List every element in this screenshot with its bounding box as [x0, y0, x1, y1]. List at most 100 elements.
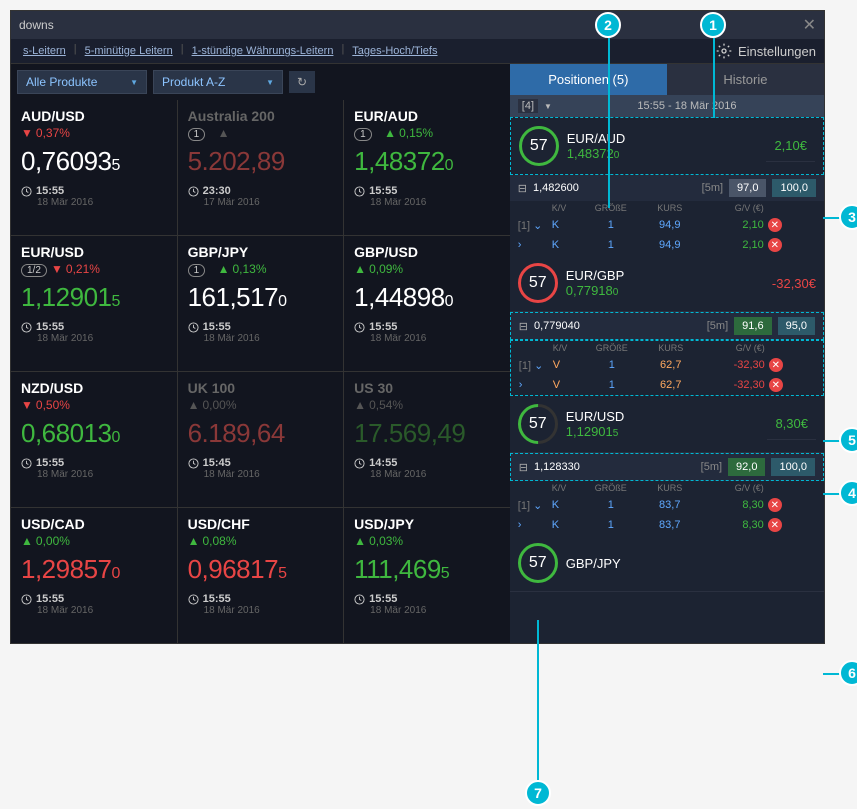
trade-row[interactable]: [1] ⌄ V 1 62,7 -32,30 ✕ — [511, 355, 823, 375]
annotation-marker: 7 — [525, 780, 551, 806]
tab-link[interactable]: 5-minütige Leitern — [81, 43, 177, 59]
right-tabs: Positionen (5) Historie — [510, 64, 824, 95]
position-header[interactable]: 57 EUR/GBP 0,779180 -32,30€ — [510, 255, 824, 312]
position-name: EUR/AUD — [567, 131, 759, 146]
annotation-marker: 1 — [700, 12, 726, 38]
ladder-row: ⊟ 1,482600 [5m] 97,0 100,0 — [510, 175, 824, 201]
ladder-price: 1,128330 — [534, 461, 695, 473]
tile-date: 18 Mär 2016 — [370, 469, 500, 480]
trade-row[interactable]: › K 1 94,9 2,10 ✕ — [510, 235, 824, 255]
chevron-down-icon[interactable]: ▼ — [544, 102, 552, 111]
tile-name: AUD/USD — [21, 108, 167, 124]
tile-badge: 1 — [188, 264, 206, 277]
tile-badge: 1/2 — [21, 264, 47, 277]
product-tile[interactable]: Australia 200 1 5.202,89 23:30 17 Mär 20… — [178, 100, 344, 235]
tab-link[interactable]: s-Leitern — [19, 43, 70, 59]
tile-name: UK 100 — [188, 380, 334, 396]
tile-price: 17.569,49 — [354, 418, 500, 449]
tile-price: 0,968175 — [188, 554, 334, 585]
date-header: [4] ▼ 15:55 - 18 Mär 2016 — [510, 95, 824, 117]
settings-button[interactable]: Einstellungen — [716, 43, 816, 59]
trade-row[interactable]: [1] ⌄ K 1 94,9 2,10 ✕ — [510, 215, 824, 235]
clock-icon — [188, 458, 199, 469]
tile-name: EUR/AUD — [354, 108, 500, 124]
tile-change: 0,00% — [188, 398, 334, 412]
delete-icon[interactable]: ✕ — [769, 358, 783, 372]
ladder-btn-2[interactable]: 100,0 — [772, 179, 816, 197]
position-price: 1,129015 — [566, 424, 760, 439]
product-tile[interactable]: EUR/AUD 1 0,15% 1,483720 15:55 18 Mär 20… — [344, 100, 510, 235]
tile-time: 15:55 — [354, 321, 500, 333]
delete-icon[interactable]: ✕ — [768, 518, 782, 532]
product-tile[interactable]: USD/CHF 0,08% 0,968175 15:55 18 Mär 2016 — [178, 508, 344, 643]
sort-dropdown[interactable]: Produkt A-Z▼ — [153, 70, 283, 94]
tab-history[interactable]: Historie — [667, 64, 824, 95]
position-header[interactable]: 57 EUR/USD 1,129015 8,30€ — [510, 396, 824, 453]
tile-date: 18 Mär 2016 — [37, 605, 167, 616]
position-pnl: 8,30€ — [767, 408, 816, 440]
product-tile[interactable]: GBP/JPY 1 0,13% 161,5170 15:55 18 Mär 20… — [178, 236, 344, 371]
window-title: downs — [19, 18, 54, 32]
trade-row[interactable]: › K 1 83,7 8,30 ✕ — [510, 515, 824, 535]
products-dropdown[interactable]: Alle Produkte▼ — [17, 70, 147, 94]
annotation-marker: 4 — [839, 480, 857, 506]
tab-link[interactable]: Tages-Hoch/Tiefs — [348, 43, 441, 59]
product-tile[interactable]: GBP/USD 0,09% 1,448980 15:55 18 Mär 2016 — [344, 236, 510, 371]
tile-date: 18 Mär 2016 — [37, 197, 167, 208]
tile-name: NZD/USD — [21, 380, 167, 396]
tile-price: 1,448980 — [354, 282, 500, 313]
product-tile[interactable]: USD/JPY 0,03% 111,4695 15:55 18 Mär 2016 — [344, 508, 510, 643]
settings-label: Einstellungen — [738, 44, 816, 59]
product-tile[interactable]: US 30 0,54% 17.569,49 14:55 18 Mär 2016 — [344, 372, 510, 507]
annotation-marker: 2 — [595, 12, 621, 38]
delete-icon[interactable]: ✕ — [768, 218, 782, 232]
products-panel: Alle Produkte▼ Produkt A-Z▼ ↻ AUD/USD 0,… — [11, 64, 510, 643]
product-tile[interactable]: NZD/USD 0,50% 0,680130 15:55 18 Mär 2016 — [11, 372, 177, 507]
tile-name: EUR/USD — [21, 244, 167, 260]
position-name: EUR/USD — [566, 409, 760, 424]
tile-price: 0,680130 — [21, 418, 167, 449]
tab-link[interactable]: 1-stündige Währungs-Leitern — [188, 43, 338, 59]
annotation-marker: 5 — [839, 427, 857, 453]
delete-icon[interactable]: ✕ — [768, 498, 782, 512]
refresh-button[interactable]: ↻ — [289, 71, 315, 93]
product-tile[interactable]: USD/CAD 0,00% 1,298570 15:55 18 Mär 2016 — [11, 508, 177, 643]
ladder-btn-1[interactable]: 97,0 — [729, 179, 766, 197]
tile-time: 23:30 — [188, 185, 334, 197]
tile-change: 0,08% — [188, 534, 334, 548]
countdown-ring: 57 — [518, 263, 558, 303]
close-icon[interactable]: ✕ — [803, 15, 816, 35]
chevron-down-icon: ▼ — [130, 78, 138, 87]
clock-icon — [21, 594, 32, 605]
tile-name: USD/CAD — [21, 516, 167, 532]
product-tile[interactable]: UK 100 0,00% 6.189,64 15:45 18 Mär 2016 — [178, 372, 344, 507]
tile-change: 0,13% — [218, 262, 334, 276]
tile-change: 0,09% — [354, 262, 500, 276]
trade-row[interactable]: › V 1 62,7 -32,30 ✕ — [511, 375, 823, 395]
delete-icon[interactable]: ✕ — [768, 238, 782, 252]
date-count: [4] — [518, 99, 538, 113]
main-area: Alle Produkte▼ Produkt A-Z▼ ↻ AUD/USD 0,… — [11, 64, 824, 643]
position-header[interactable]: 57 GBP/JPY — [510, 535, 824, 592]
clock-icon — [354, 594, 365, 605]
ladder-btn-2[interactable]: 100,0 — [771, 458, 815, 476]
ladder-btn-2[interactable]: 95,0 — [778, 317, 815, 335]
trade-row[interactable]: [1] ⌄ K 1 83,7 8,30 ✕ — [510, 495, 824, 515]
position-header[interactable]: 57 EUR/AUD 1,483720 2,10€ — [510, 117, 824, 175]
tile-price: 6.189,64 — [188, 418, 334, 449]
date-text: 15:55 - 18 Mär 2016 — [558, 100, 816, 112]
products-grid: AUD/USD 0,37% 0,760935 15:55 18 Mär 2016… — [11, 100, 510, 643]
product-tile[interactable]: AUD/USD 0,37% 0,760935 15:55 18 Mär 2016 — [11, 100, 177, 235]
trades-header: K/VGRÖßEKURSG/V (€) — [511, 341, 823, 355]
delete-icon[interactable]: ✕ — [769, 378, 783, 392]
tab-positions[interactable]: Positionen (5) — [510, 64, 667, 95]
ladder-btn-1[interactable]: 91,6 — [734, 317, 771, 335]
clock-icon — [21, 458, 32, 469]
product-tile[interactable]: EUR/USD 1/2 0,21% 1,129015 15:55 18 Mär … — [11, 236, 177, 371]
tile-date: 18 Mär 2016 — [204, 605, 334, 616]
position-name: GBP/JPY — [566, 556, 808, 571]
tile-time: 15:55 — [21, 321, 167, 333]
tile-price: 1,129015 — [21, 282, 167, 313]
ladder-btn-1[interactable]: 92,0 — [728, 458, 765, 476]
position-name: EUR/GBP — [566, 268, 764, 283]
